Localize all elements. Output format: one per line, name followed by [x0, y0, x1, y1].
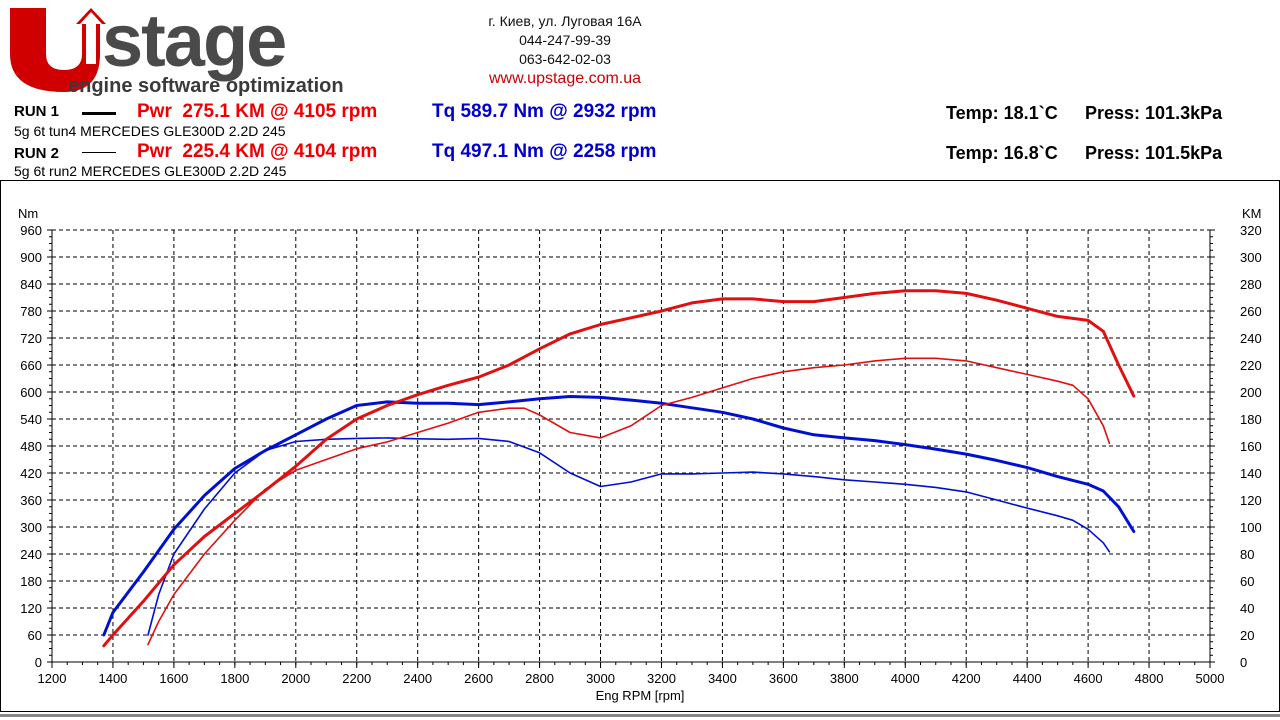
y-tick-label: 600	[20, 385, 42, 400]
phone-2: 063-642-02-03	[519, 51, 611, 67]
run1-label: RUN 1	[14, 103, 60, 120]
y-tick-label: 960	[20, 223, 42, 238]
x-tick-label: 3400	[708, 671, 737, 686]
y-tick-label: 840	[20, 277, 42, 292]
y2-tick-label: 320	[1240, 223, 1262, 238]
y2-tick-label: 60	[1240, 574, 1254, 589]
upstage-logo: stage engine software optimization	[6, 0, 406, 101]
y-tick-label: 420	[20, 466, 42, 481]
x-tick-label: 3200	[647, 671, 676, 686]
y2-tick-label: 260	[1240, 304, 1262, 319]
run2-power-curve	[147, 357, 1111, 646]
y-tick-label: 540	[20, 412, 42, 427]
svg-text:engine software optimization: engine software optimization	[68, 75, 344, 96]
x-tick-label: 1600	[159, 671, 188, 686]
y2-tick-label: 120	[1240, 493, 1262, 508]
x-tick-label: 4800	[1135, 671, 1164, 686]
y2-tick-label: 300	[1240, 250, 1262, 265]
y-axis-label-left: Nm	[18, 206, 38, 221]
y-tick-label: 360	[20, 493, 42, 508]
x-tick-label: 4000	[891, 671, 920, 686]
x-tick-label: 2200	[342, 671, 371, 686]
x-tick-label: 4200	[952, 671, 981, 686]
phone-1: 044-247-99-39	[519, 32, 611, 48]
run2-line-sample	[82, 152, 116, 153]
x-tick-label: 4600	[1074, 671, 1103, 686]
x-tick-label: 4400	[1013, 671, 1042, 686]
curves	[102, 289, 1136, 648]
grid	[52, 229, 1210, 662]
y-tick-label: 300	[20, 520, 42, 535]
y-tick-label: 0	[35, 655, 42, 670]
x-tick-label: 2000	[281, 671, 310, 686]
x-tick-label: 5000	[1196, 671, 1225, 686]
website-link[interactable]: www.upstage.com.ua	[488, 70, 642, 87]
y2-tick-label: 100	[1240, 520, 1262, 535]
run1-power-peak: Pwr 275.1 KM @ 4105 rpm	[137, 101, 378, 122]
run2-temp: Temp: 16.8`C	[946, 143, 1058, 163]
y2-tick-label: 160	[1240, 439, 1262, 454]
x-tick-label: 2400	[403, 671, 432, 686]
y2-tick-label: 220	[1240, 358, 1262, 373]
y2-tick-label: 240	[1240, 331, 1262, 346]
run2-torque-curve	[147, 437, 1111, 636]
x-tick-label: 3600	[769, 671, 798, 686]
y-tick-label: 900	[20, 250, 42, 265]
run2-description: 5g 6t run2 MERCEDES GLE300D 2.2D 245	[14, 163, 287, 179]
y-tick-label: 60	[28, 628, 42, 643]
y-tick-label: 480	[20, 439, 42, 454]
y2-tick-label: 140	[1240, 466, 1262, 481]
x-tick-label: 2800	[525, 671, 554, 686]
y2-tick-label: 180	[1240, 412, 1262, 427]
run1-power-curve	[102, 289, 1136, 648]
y-tick-label: 120	[20, 601, 42, 616]
run1-torque-peak: Tq 589.7 Nm @ 2932 rpm	[432, 101, 657, 122]
run1-press: Press: 101.3kPa	[1085, 103, 1223, 123]
svg-text:stage: stage	[102, 4, 285, 82]
x-tick-label: 1400	[98, 671, 127, 686]
x-tick-label: 2600	[464, 671, 493, 686]
x-tick-label: 3000	[586, 671, 615, 686]
y2-tick-label: 80	[1240, 547, 1254, 562]
y-tick-label: 720	[20, 331, 42, 346]
axes: 1200 1400 1600 1800 2000 2200 2400 2600 2800 3000…	[20, 223, 1261, 686]
run1-temp: Temp: 18.1`C	[946, 103, 1058, 123]
y-tick-label: 660	[20, 358, 42, 373]
run2-torque-peak: Tq 497.1 Nm @ 2258 rpm	[432, 141, 657, 162]
run2-press: Press: 101.5kPa	[1085, 143, 1223, 163]
y-axis-label-right: KM	[1242, 206, 1262, 221]
y2-tick-label: 280	[1240, 277, 1262, 292]
y2-tick-label: 40	[1240, 601, 1254, 616]
y-tick-label: 180	[20, 574, 42, 589]
y2-tick-label: 200	[1240, 385, 1262, 400]
contact-info: г. Киев, ул. Луговая 16А 044-247-99-39 0…	[420, 12, 710, 88]
x-tick-label: 1200	[38, 671, 67, 686]
y2-tick-label: 20	[1240, 628, 1254, 643]
y2-tick-label: 0	[1240, 655, 1247, 670]
run2-label: RUN 2	[14, 145, 60, 162]
y-tick-label: 240	[20, 547, 42, 562]
address: г. Киев, ул. Луговая 16А	[488, 13, 642, 29]
x-tick-label: 1800	[220, 671, 249, 686]
divider	[0, 714, 1280, 717]
run1-line-sample	[82, 112, 116, 115]
run2-power-peak: Pwr 225.4 KM @ 4104 rpm	[137, 141, 378, 162]
run1-description: 5g 6t tun4 MERCEDES GLE300D 2.2D 245	[14, 123, 286, 139]
y-tick-label: 780	[20, 304, 42, 319]
x-tick-label: 3800	[830, 671, 859, 686]
run1-torque-curve	[102, 395, 1136, 637]
x-axis-label: Eng RPM [rpm]	[596, 688, 685, 703]
